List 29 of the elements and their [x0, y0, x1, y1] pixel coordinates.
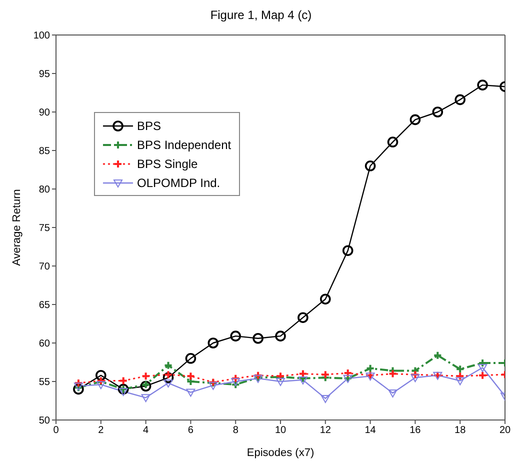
x-tick-label: 14 [364, 425, 376, 436]
y-tick-label: 100 [33, 30, 50, 42]
legend-label: BPS Single [137, 156, 198, 170]
y-tick-label: 70 [38, 262, 50, 273]
chart-title: Figure 1, Map 4 (c) [209, 8, 313, 24]
legend-label: BPS [137, 118, 162, 132]
x-tick-label: 8 [232, 425, 239, 436]
y-tick-label: 65 [38, 300, 50, 312]
y-tick-label: 90 [38, 108, 50, 119]
y-tick-label: 75 [38, 223, 50, 234]
x-tick-label: 18 [454, 425, 466, 436]
y-tick-label: 95 [38, 69, 50, 80]
x-tick-label: 0 [53, 425, 60, 436]
y-axis-title: Average Return [10, 189, 23, 266]
x-tick-label: 16 [410, 425, 422, 436]
legend-label: OLPOMDP Ind. [137, 176, 220, 190]
y-tick-label: 60 [38, 338, 50, 350]
y-tick-label: 55 [38, 377, 50, 388]
x-tick-label: 2 [98, 425, 104, 436]
y-tick-label: 80 [38, 184, 50, 196]
x-tick-label: 20 [499, 425, 511, 436]
y-tick-label: 50 [38, 416, 50, 427]
x-tick-label: 10 [274, 425, 286, 436]
legend-label: BPS Independent [137, 138, 232, 152]
x-axis-title: Episodes (x7) [246, 447, 314, 459]
y-tick-label: 85 [38, 146, 50, 158]
x-tick-label: 12 [320, 425, 332, 436]
x-tick-label: 6 [188, 425, 194, 436]
x-tick-label: 4 [143, 425, 150, 436]
